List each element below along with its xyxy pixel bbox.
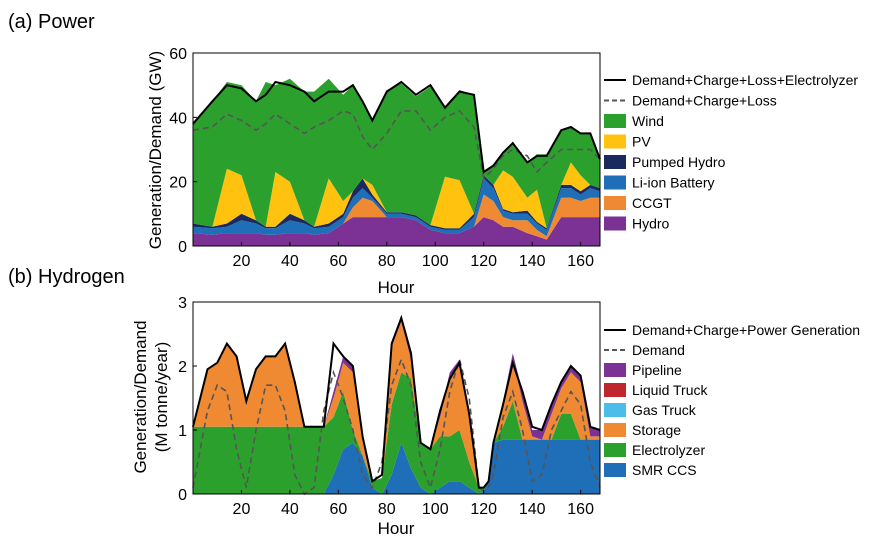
power-legend-label-pv: PV <box>632 134 651 150</box>
power-xtick-label: 120 <box>470 253 497 270</box>
hydrogen-area-storage <box>193 321 600 488</box>
power-legend-label-hydro: Hydro <box>632 216 670 232</box>
hydrogen-xtick-label: 40 <box>281 501 299 518</box>
power-legend-label-li-ion-battery: Li-ion Battery <box>632 175 714 191</box>
hydrogen-legend-label-demand: Demand <box>632 342 685 358</box>
hydrogen-legend-swatch-smr-ccs <box>604 463 626 477</box>
hydrogen-legend-swatch-liquid-truck <box>604 383 626 397</box>
power-xtick-label: 80 <box>378 253 396 270</box>
hydrogen-ytick-label: 1 <box>178 423 187 440</box>
hydrogen-axes-box <box>192 301 601 495</box>
hydrogen-ytick-label: 2 <box>178 359 187 376</box>
power-area-wind <box>193 78 600 229</box>
hydrogen-xtick-label: 140 <box>519 501 546 518</box>
hydrogen-legend-label-smr-ccs: SMR CCS <box>632 462 697 478</box>
hydrogen-legend-label-storage: Storage <box>632 422 681 438</box>
power-ytick-label: 60 <box>169 46 187 63</box>
power-legend-label-pumped-hydro: Pumped Hydro <box>632 154 726 170</box>
power-legend-label-demand-charge-loss-electrolyzer: Demand+Charge+Loss+Electrolyzer <box>632 72 858 88</box>
hydrogen-xtick-label: 100 <box>422 501 449 518</box>
hydrogen-xlabel: Hour <box>378 519 415 538</box>
hydrogen-ylabel: Generation/Demand <box>131 320 150 473</box>
hydrogen-line-demand-charge-power-generation <box>192 314 601 489</box>
power-line-demand-charge-loss <box>192 109 601 181</box>
power-legend-swatch-pumped-hydro <box>604 155 626 169</box>
hydrogen-legend-swatch-pipeline <box>604 363 626 377</box>
hydrogen-legend-swatch-gas-truck <box>604 403 626 417</box>
hydrogen-legend-label-electrolyzer: Electrolyzer <box>632 442 705 458</box>
power-xtick-label: 160 <box>567 253 594 270</box>
hydrogen-legend-label-gas-truck: Gas Truck <box>632 402 697 418</box>
hydrogen-legend-label-demand-charge-power-generation: Demand+Charge+Power Generation <box>632 322 860 338</box>
hydrogen-legend-swatch-storage <box>604 423 626 437</box>
power-legend-swatch-li-ion-battery <box>604 175 626 190</box>
power-legend-label-wind: Wind <box>632 113 664 129</box>
hydrogen-ytick-label: 3 <box>178 295 187 312</box>
hydrogen-xtick-label: 20 <box>233 501 251 518</box>
hydrogen-line-demand <box>192 356 601 496</box>
power-xtick-label: 20 <box>233 253 251 270</box>
power-xtick-label: 140 <box>519 253 546 270</box>
hydrogen-xtick-label: 60 <box>329 501 347 518</box>
power-ylabel: Generation/Demand (GW) <box>146 51 165 249</box>
power-axes-box <box>192 52 601 247</box>
hydrogen-xtick-label: 160 <box>567 501 594 518</box>
power-area-pv <box>193 162 600 229</box>
panel-b-title: (b) Hydrogen <box>8 266 125 288</box>
power-xlabel: Hour <box>378 278 415 297</box>
power-ytick-label: 20 <box>169 175 187 192</box>
power-legend-label-demand-charge-loss: Demand+Charge+Loss <box>632 93 777 109</box>
panel-a-title: (a) Power <box>8 11 95 33</box>
hydrogen-legend-swatch-electrolyzer <box>604 443 626 457</box>
power-legend-swatch-wind <box>604 114 626 128</box>
power-xtick-label: 100 <box>422 253 449 270</box>
hydrogen-ytick-label: 0 <box>178 487 187 504</box>
power-area-hydro <box>193 217 600 246</box>
hydrogen-legend-label-liquid-truck: Liquid Truck <box>632 382 708 398</box>
hydrogen-ylabel-units: (M tonne/year) <box>152 342 171 453</box>
power-xtick-label: 60 <box>329 253 347 270</box>
hydrogen-xtick-label: 80 <box>378 501 396 518</box>
power-ytick-label: 40 <box>169 110 187 127</box>
power-xtick-label: 40 <box>281 253 299 270</box>
power-area-pumped-hydro <box>193 175 600 230</box>
power-line-demand-charge-loss-electrolyzer <box>192 80 601 174</box>
hydrogen-legend-label-pipeline: Pipeline <box>632 362 682 378</box>
hydrogen-area-electrolyzer <box>193 372 600 494</box>
hydrogen-xtick-label: 120 <box>470 501 497 518</box>
power-legend-swatch-pv <box>604 134 626 149</box>
power-legend-swatch-hydro <box>604 216 626 231</box>
power-legend-label-ccgt: CCGT <box>632 195 672 211</box>
hydrogen-area-smr-ccs <box>193 439 600 494</box>
power-legend-swatch-ccgt <box>604 196 626 210</box>
power-area-li-ion-battery <box>193 178 600 237</box>
power-ytick-label: 0 <box>178 239 187 256</box>
